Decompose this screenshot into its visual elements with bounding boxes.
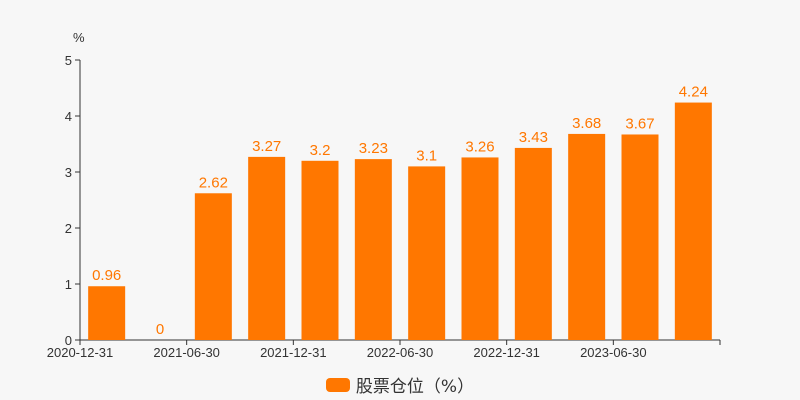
bar-value-label: 3.27 bbox=[252, 138, 281, 155]
y-tick-label: 5 bbox=[65, 53, 72, 68]
x-tick-label: 2022-12-31 bbox=[473, 345, 540, 360]
bar bbox=[194, 193, 232, 340]
bar bbox=[248, 156, 286, 340]
bar-value-label: 0.96 bbox=[92, 267, 121, 284]
bar-value-label: 0 bbox=[156, 321, 164, 338]
bar bbox=[301, 160, 339, 340]
legend-swatch bbox=[325, 377, 350, 392]
x-tick-label: 2021-12-31 bbox=[260, 345, 327, 360]
x-tick-label: 2020-12-31 bbox=[47, 345, 114, 360]
x-tick-label: 2021-06-30 bbox=[153, 345, 220, 360]
bar bbox=[88, 286, 126, 340]
bar-value-label: 3.1 bbox=[416, 147, 437, 164]
y-tick-label: 1 bbox=[65, 277, 72, 292]
bar-value-label: 3.68 bbox=[572, 115, 601, 132]
bar bbox=[354, 159, 392, 340]
bar-value-label: 3.43 bbox=[519, 129, 548, 146]
bar bbox=[514, 147, 552, 340]
y-tick-label: 3 bbox=[65, 165, 72, 180]
y-tick-label: 0 bbox=[65, 333, 72, 348]
bar-value-label: 3.2 bbox=[310, 142, 331, 159]
y-tick-label: 4 bbox=[65, 109, 72, 124]
bar bbox=[568, 133, 606, 340]
x-tick-label: 2022-06-30 bbox=[367, 345, 434, 360]
legend-label: 股票仓位（%） bbox=[355, 377, 475, 397]
bar-value-label: 4.24 bbox=[679, 84, 708, 101]
bar bbox=[461, 157, 499, 340]
y-axis-unit: % bbox=[73, 30, 85, 45]
x-tick-label: 2023-06-30 bbox=[580, 345, 647, 360]
bar-value-label: 2.62 bbox=[199, 174, 228, 191]
bar bbox=[408, 166, 446, 340]
y-tick-label: 2 bbox=[65, 221, 72, 236]
bar-value-label: 3.26 bbox=[465, 138, 494, 155]
legend[interactable]: 股票仓位（%） bbox=[0, 372, 800, 397]
bar bbox=[621, 134, 659, 340]
bar-value-label: 3.67 bbox=[625, 115, 654, 132]
bar bbox=[674, 102, 712, 340]
bar-value-label: 3.23 bbox=[359, 140, 388, 157]
